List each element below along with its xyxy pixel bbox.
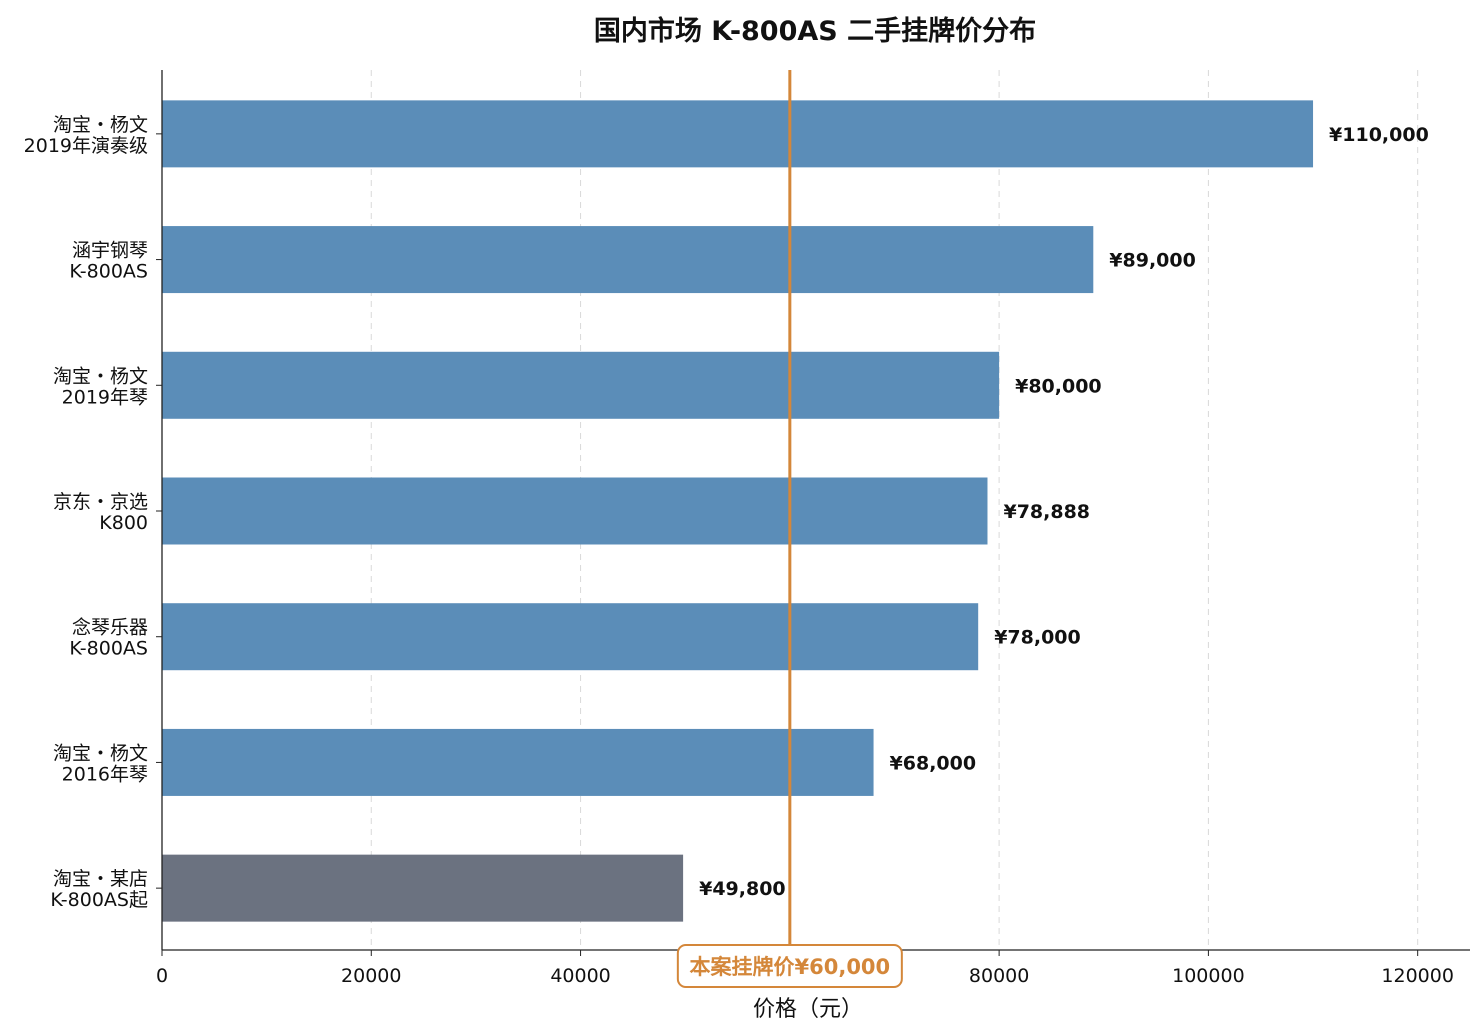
bar (162, 854, 684, 922)
y-tick-label: K-800AS (69, 261, 148, 283)
reference-line-group: 本案挂牌价¥60,000 (676, 70, 903, 988)
bar (162, 728, 874, 796)
bar-value-label: ¥80,000 (1015, 375, 1102, 397)
reference-label-box (676, 944, 903, 988)
bar (162, 226, 1094, 294)
x-tick-label: 40000 (550, 965, 610, 987)
bar-value-label: ¥89,000 (1109, 250, 1196, 272)
y-tick-label: 淘宝・某店 (53, 868, 148, 890)
bar (162, 351, 1000, 419)
y-tick-label: 京东・京选 (53, 491, 148, 513)
y-tick-label: 念琴乐器 (72, 616, 148, 639)
y-tick-label: 2019年琴 (62, 386, 148, 408)
y-tick-label: K-800AS起 (50, 889, 148, 911)
chart-title: 国内市场 K-800AS 二手挂牌价分布 (594, 15, 1036, 47)
x-tick-label: 120000 (1381, 965, 1454, 987)
bar-value-label: ¥78,888 (1003, 501, 1090, 523)
x-tick-label: 20000 (341, 965, 401, 987)
y-tick-label: 淘宝・杨文 (53, 742, 148, 764)
y-tick-label: K800 (99, 512, 148, 534)
reference-line-label: 本案挂牌价¥60,000 (690, 955, 891, 979)
y-tick-label: 2019年演奏级 (24, 135, 148, 157)
x-tick-label: 80000 (969, 965, 1029, 987)
x-tick-label: 100000 (1172, 965, 1245, 987)
x-tick-label: 0 (156, 965, 168, 987)
bars: ¥110,000 ¥89,000 ¥80,000 ¥78,888 ¥78,000 ¥68,… (162, 100, 1429, 922)
axes: 淘宝・杨文2019年演奏级涵宇钢琴K-800AS淘宝・杨文2019年琴京东・京选… (24, 70, 1470, 987)
bar (162, 100, 1314, 168)
bar (162, 477, 988, 545)
y-tick-label: 淘宝・杨文 (53, 365, 148, 387)
bar-value-label: ¥68,000 (890, 752, 977, 774)
y-tick-label: 涵宇钢琴 (72, 240, 148, 262)
y-tick-label: 2016年琴 (62, 763, 148, 785)
bar (162, 603, 979, 671)
bar-value-label: ¥110,000 (1329, 124, 1429, 146)
bar-value-label: ¥49,800 (699, 878, 786, 900)
y-tick-label: K-800AS (69, 638, 148, 660)
bar-value-label: ¥78,000 (994, 627, 1081, 649)
x-axis-label: 价格（元） (753, 997, 863, 1022)
y-tick-label: 淘宝・杨文 (53, 114, 148, 136)
